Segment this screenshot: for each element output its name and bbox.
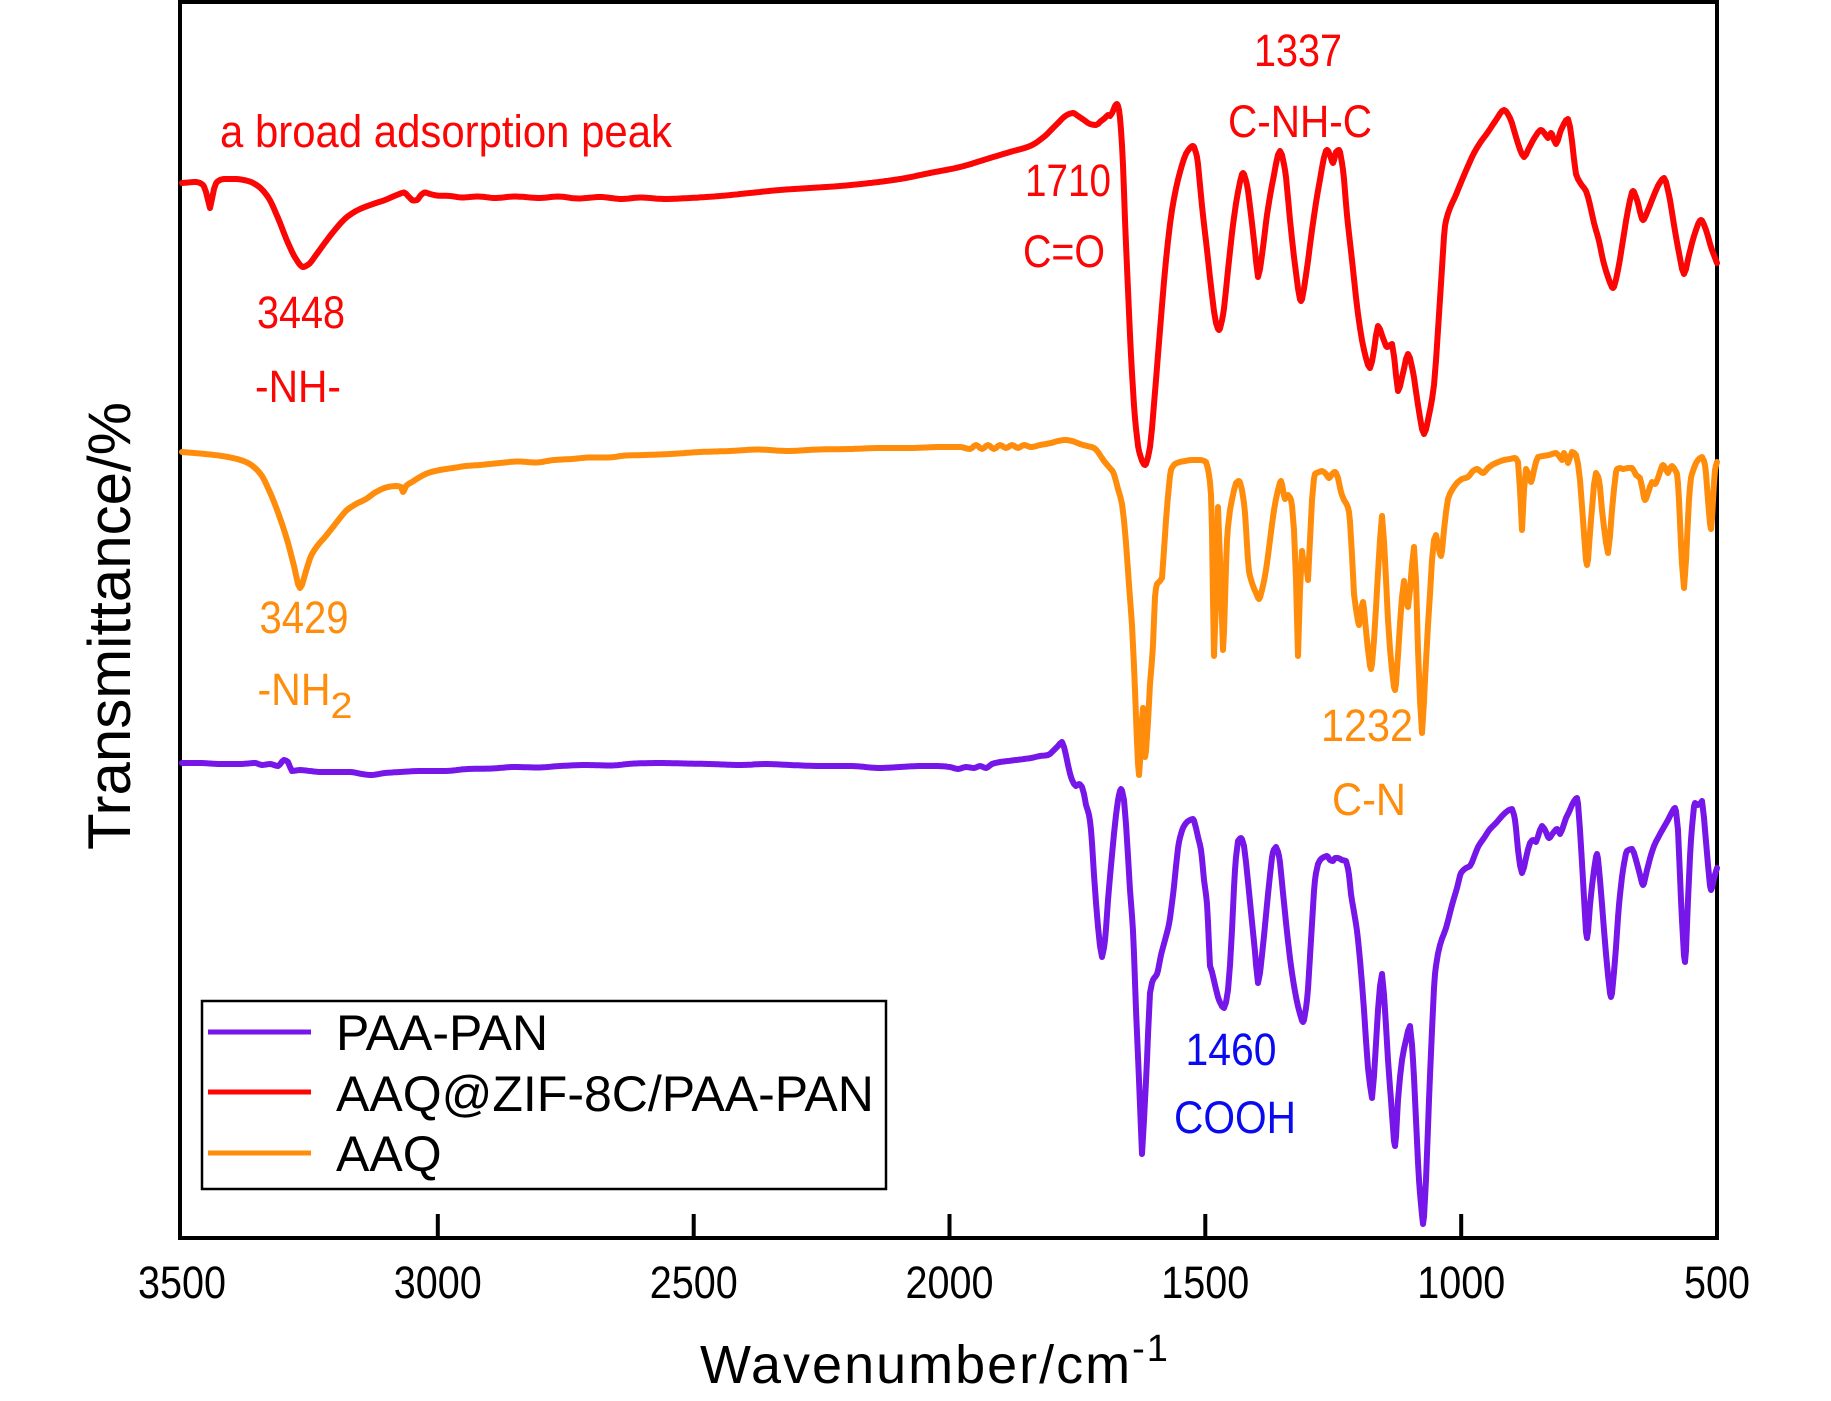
svg-text:500: 500 <box>1684 1257 1750 1308</box>
svg-text:C-N: C-N <box>1332 774 1406 825</box>
svg-text:1710: 1710 <box>1025 155 1111 206</box>
svg-text:1232: 1232 <box>1321 700 1413 751</box>
svg-text:2500: 2500 <box>650 1257 738 1308</box>
svg-text:C-NH-C: C-NH-C <box>1228 96 1372 147</box>
svg-text:a broad adsorption peak: a broad adsorption peak <box>220 106 672 157</box>
svg-text:3000: 3000 <box>394 1257 482 1308</box>
svg-text:AAQ: AAQ <box>336 1126 442 1182</box>
svg-text:AAQ@ZIF-8C/PAA-PAN: AAQ@ZIF-8C/PAA-PAN <box>336 1066 874 1122</box>
svg-text:3448: 3448 <box>257 287 345 338</box>
svg-text:-NH-: -NH- <box>255 361 341 412</box>
svg-text:Wavenumber/cm-1: Wavenumber/cm-1 <box>700 1328 1170 1395</box>
svg-text:2000: 2000 <box>906 1257 994 1308</box>
svg-text:Transmittance/%: Transmittance/% <box>76 402 143 850</box>
svg-text:3429: 3429 <box>260 592 349 643</box>
svg-text:1337: 1337 <box>1254 25 1342 76</box>
svg-text:PAA-PAN: PAA-PAN <box>336 1005 548 1061</box>
svg-text:1500: 1500 <box>1161 1257 1249 1308</box>
svg-text:C=O: C=O <box>1023 226 1105 277</box>
svg-text:3500: 3500 <box>138 1257 226 1308</box>
svg-text:1460: 1460 <box>1186 1024 1277 1075</box>
svg-text:COOH: COOH <box>1174 1092 1296 1143</box>
svg-text:1000: 1000 <box>1417 1257 1505 1308</box>
svg-text:-NH2: -NH2 <box>258 664 353 726</box>
